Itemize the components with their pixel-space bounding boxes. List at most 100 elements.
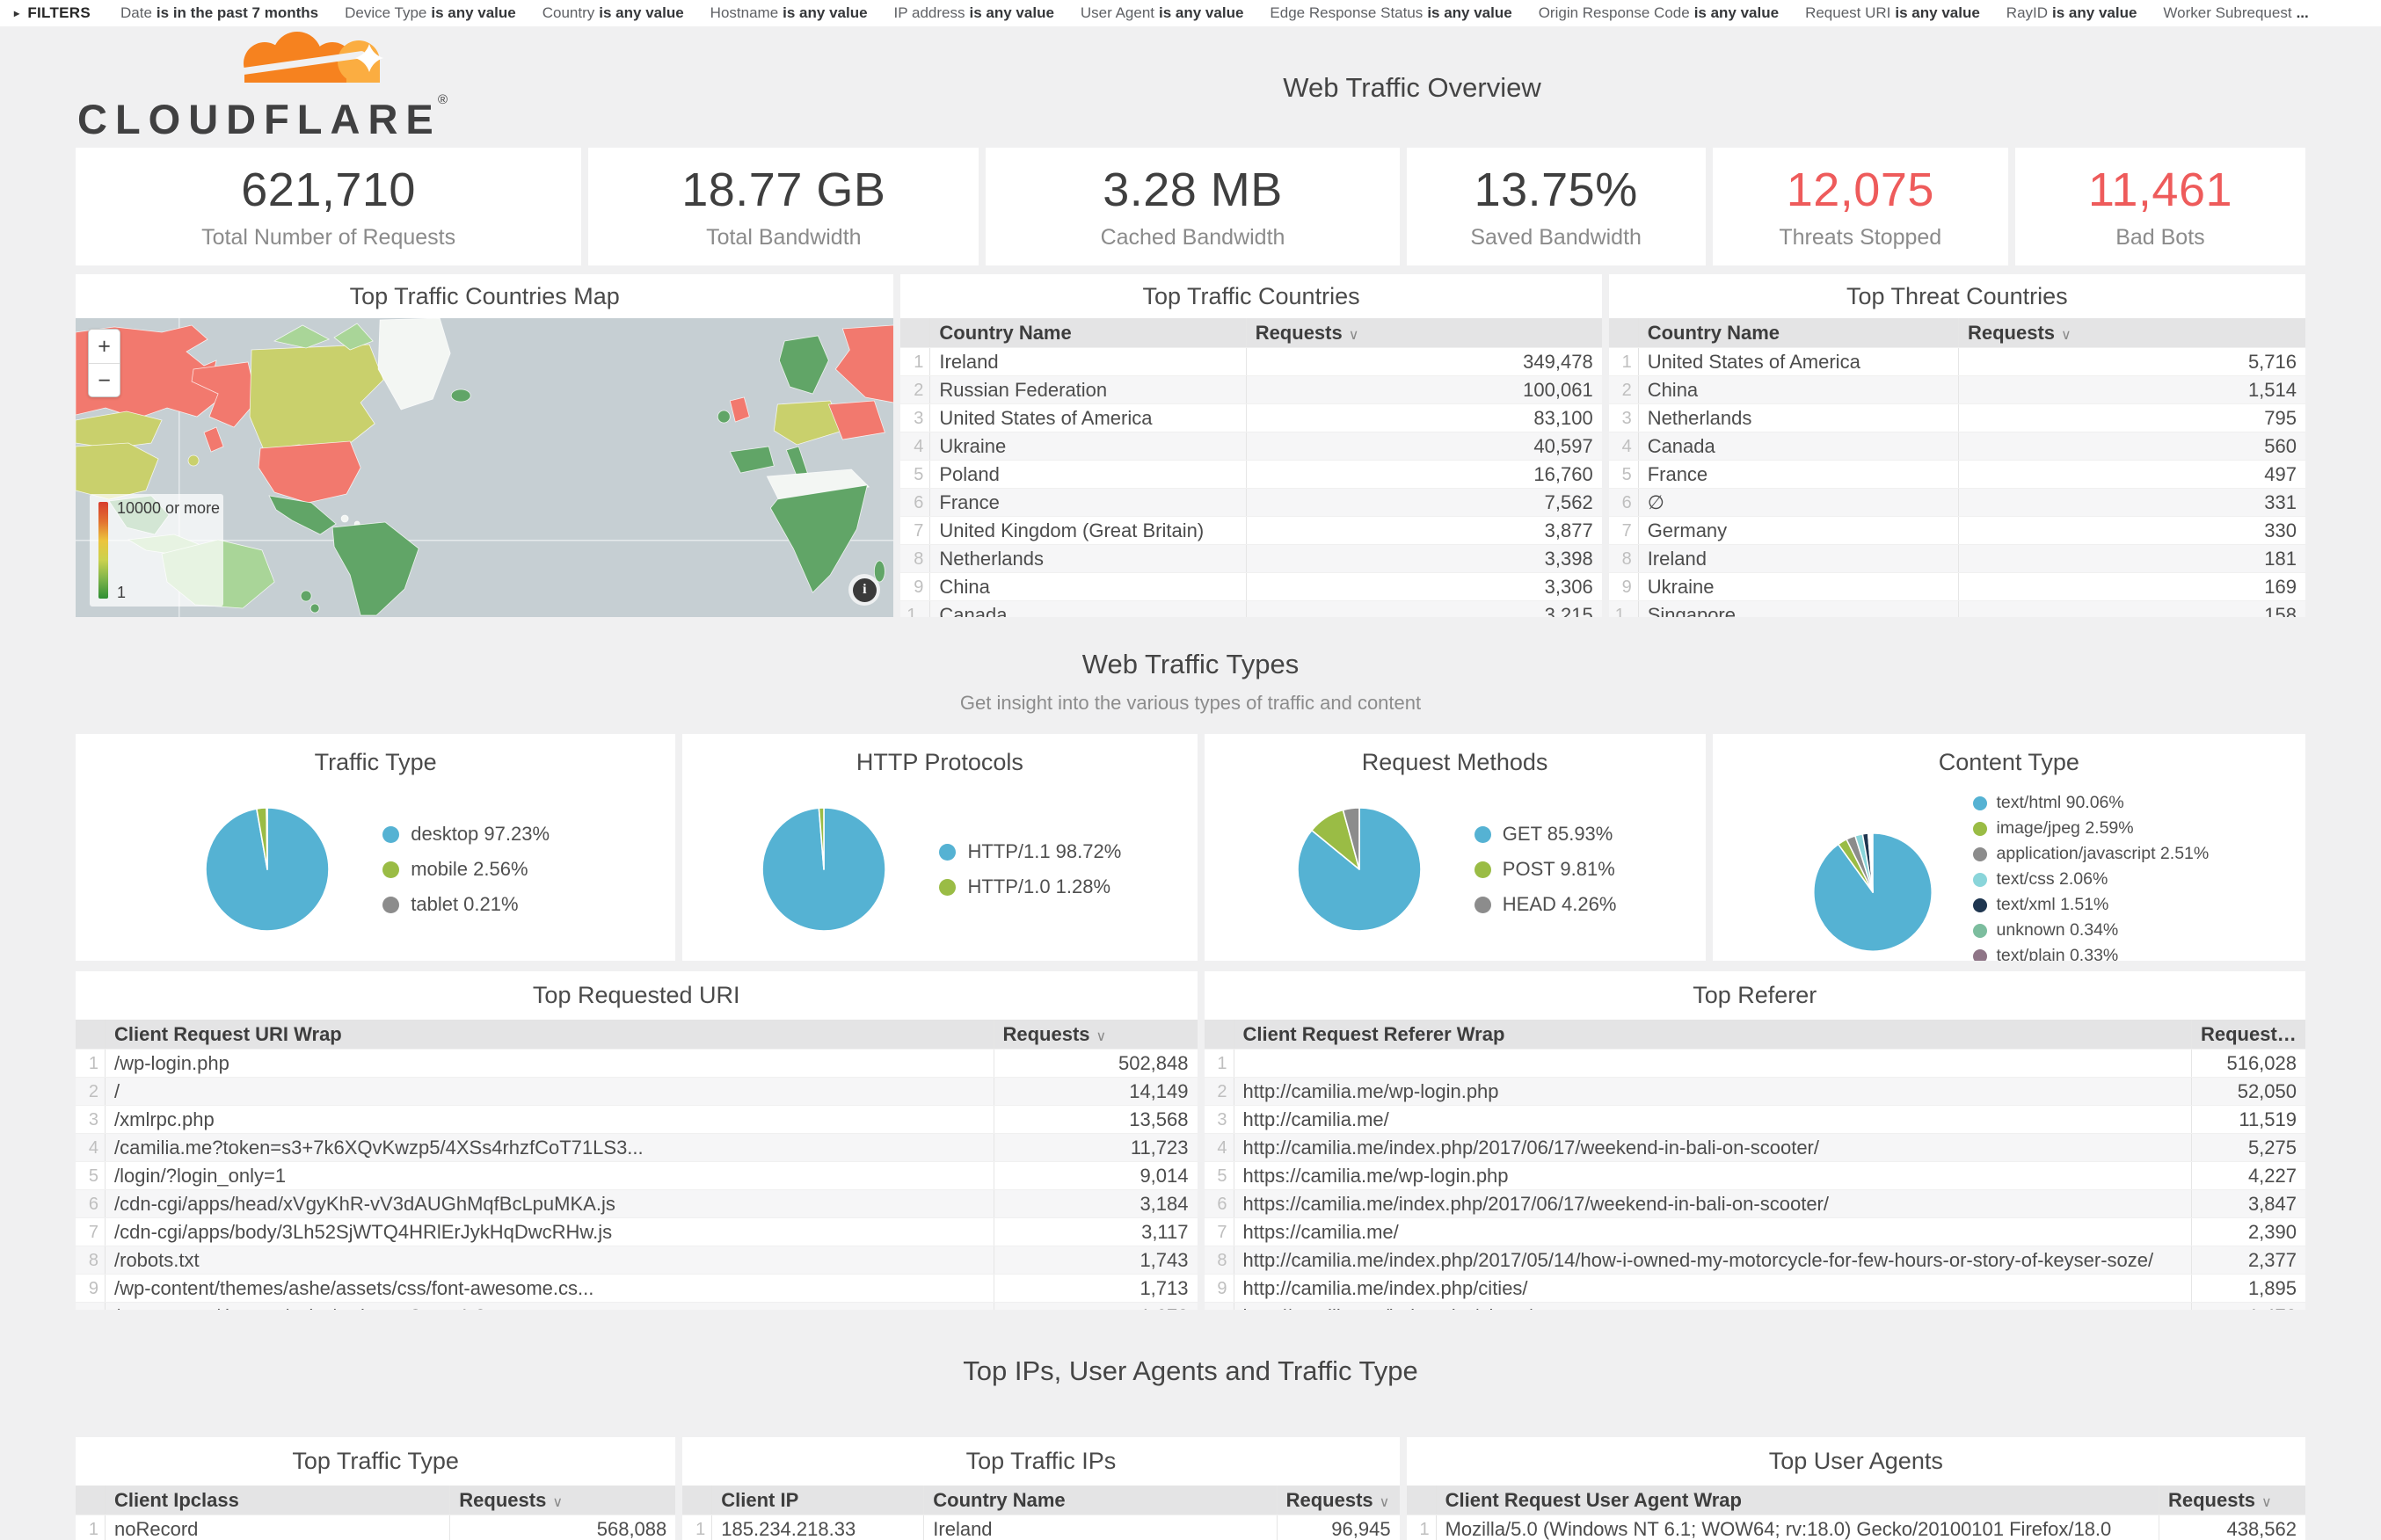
table-row[interactable]: 8/robots.txt 1,743	[76, 1246, 1198, 1274]
table-row[interactable]: 6/cdn-cgi/apps/head/xVgyKhR-vV3dAUGhMqfB…	[76, 1189, 1198, 1217]
table-row[interactable]: 1 United States of America 5,716	[1608, 347, 2305, 375]
world-map[interactable]: + − 10000 or more 1 i	[76, 318, 894, 617]
map-region-arctic-islands[interactable]	[273, 324, 331, 349]
map-region-central-europe[interactable]	[773, 400, 843, 446]
table-row[interactable]: 9 China 3,306	[900, 572, 1602, 600]
map-region-central-asia[interactable]	[76, 410, 163, 449]
filter-item[interactable]: RayID is any value	[2006, 4, 2137, 22]
pie-slice-http-1-0[interactable]	[819, 807, 826, 870]
legend-item[interactable]: tablet 0.21%	[382, 893, 550, 916]
legend-item[interactable]: text/plain 0.33%	[1972, 946, 2210, 961]
legend-item[interactable]: GET 85.93%	[1474, 823, 1617, 846]
map-country-usa[interactable]	[258, 440, 361, 504]
table-row[interactable]: 3 http://camilia.me/11,519	[1204, 1105, 2305, 1133]
map-country-japan[interactable]	[203, 426, 224, 453]
table-row[interactable]: 5 France 497	[1608, 460, 2305, 488]
table-row[interactable]: 10 Singapore 158	[1608, 600, 2305, 617]
column-header[interactable]: Requests ∨	[1276, 1486, 1400, 1515]
column-header[interactable]: Requests ∨	[993, 1020, 1198, 1049]
map-country-korea[interactable]	[187, 454, 200, 467]
map-country-russia-west[interactable]	[834, 324, 894, 403]
map-country-new-zealand[interactable]	[300, 590, 312, 602]
map-country-mexico[interactable]	[268, 495, 337, 535]
table-row[interactable]: 9 http://camilia.me/index.php/cities/1,89…	[1204, 1274, 2305, 1302]
map-region-arctic-islands-2[interactable]	[333, 323, 374, 351]
table-row[interactable]: 9/wp-content/themes/ashe/assets/css/font…	[76, 1274, 1198, 1302]
pie-slice-other[interactable]	[1869, 832, 1874, 893]
table-row[interactable]: 3 Netherlands 795	[1608, 403, 2305, 432]
map-region-poland-ukraine[interactable]	[827, 400, 885, 440]
map-country-madagascar[interactable]	[873, 560, 885, 583]
legend-item[interactable]: image/jpeg 2.59%	[1972, 818, 2210, 839]
legend-item[interactable]: unknown 0.34%	[1972, 920, 2210, 941]
legend-item[interactable]: text/html 90.06%	[1972, 793, 2210, 813]
column-header[interactable]: Requests ∨	[1245, 318, 1602, 347]
map-country-iceland[interactable]	[450, 389, 471, 403]
pie-slice-tablet[interactable]	[266, 807, 269, 870]
legend-item[interactable]: HTTP/1.0 1.28%	[939, 875, 1121, 898]
legend-item[interactable]: HTTP/1.1 98.72%	[939, 840, 1121, 863]
table-row[interactable]: 10http://camilia.me/index.php/about/1,47…	[1204, 1302, 2305, 1310]
map-region-scandinavia[interactable]	[778, 335, 829, 395]
table-row[interactable]: 3/xmlrpc.php 13,568	[76, 1105, 1198, 1133]
filter-item[interactable]: Country is any value	[542, 4, 684, 22]
table-row[interactable]: 1 185.234.218.33 Ireland 96,945	[682, 1515, 1400, 1540]
table-row[interactable]: 10/wp-content/themes/ashe/style.css?ver=…	[76, 1302, 1198, 1310]
map-region-caribbean[interactable]	[340, 514, 349, 523]
legend-item[interactable]: HEAD 4.26%	[1474, 893, 1616, 916]
table-row[interactable]: 8 Ireland 181	[1608, 544, 2305, 572]
map-country-china[interactable]	[76, 442, 159, 500]
table-row[interactable]: 5 Poland 16,760	[900, 460, 1602, 488]
legend-item[interactable]: text/xml 1.51%	[1972, 895, 2210, 915]
map-info-button[interactable]: i	[848, 574, 881, 606]
column-header[interactable]: Requests ∨	[1958, 318, 2305, 347]
legend-item[interactable]: POST 9.81%	[1474, 858, 1617, 881]
column-header[interactable]: Requests ∨	[2191, 1020, 2305, 1049]
map-region-north-africa[interactable]	[766, 469, 870, 502]
table-row[interactable]: 2 China 1,514	[1608, 375, 2305, 403]
map-country-new-zealand-south[interactable]	[309, 603, 320, 614]
table-row[interactable]: 6 ∅ 331	[1608, 488, 2305, 516]
legend-item[interactable]: application/javascript 2.51%	[1972, 844, 2209, 864]
table-row[interactable]: 7/cdn-cgi/apps/body/3Lh52SjWTQ4HRlErJykH…	[76, 1217, 1198, 1246]
legend-item[interactable]: desktop 97.23%	[382, 823, 550, 846]
map-region-alaska[interactable]	[191, 361, 258, 428]
table-row[interactable]: 1 noRecord 568,088	[76, 1515, 676, 1540]
map-country-ireland[interactable]	[717, 410, 731, 424]
table-row[interactable]: 8 Netherlands 3,398	[900, 544, 1602, 572]
table-row[interactable]: 1 Mozilla/5.0 (Windows NT 6.1; WOW64; rv:…	[1406, 1515, 2305, 1540]
table-row[interactable]: 8 http://camilia.me/index.php/2017/05/14/…	[1204, 1246, 2305, 1274]
filter-item[interactable]: IP address is any value	[894, 4, 1054, 22]
table-row[interactable]: 4 Canada 560	[1608, 432, 2305, 460]
map-country-uk[interactable]	[729, 396, 750, 423]
map-region-iberia[interactable]	[729, 446, 775, 474]
table-row[interactable]: 6 https://camilia.me/index.php/2017/06/17…	[1204, 1189, 2305, 1217]
table-row[interactable]: 1 516,028	[1204, 1049, 2305, 1077]
map-zoom-out-button[interactable]: −	[89, 363, 120, 396]
filter-item[interactable]: Worker Subrequest...	[2163, 4, 2308, 22]
table-row[interactable]: 7 Germany 330	[1608, 516, 2305, 544]
table-row[interactable]: 6 France 7,562	[900, 488, 1602, 516]
map-region-africa[interactable]	[769, 484, 868, 593]
table-row[interactable]: 2 Russian Federation 100,061	[900, 375, 1602, 403]
pie-slice-head[interactable]	[1342, 807, 1360, 870]
table-row[interactable]: 9 Ukraine 169	[1608, 572, 2305, 600]
filter-item[interactable]: Device Type is any value	[345, 4, 516, 22]
filter-item[interactable]: Request URI is any value	[1805, 4, 1980, 22]
table-row[interactable]: 7 United Kingdom (Great Britain) 3,877	[900, 516, 1602, 544]
table-row[interactable]: 1 Ireland 349,478	[900, 347, 1602, 375]
map-country-canada[interactable]	[249, 344, 384, 451]
table-row[interactable]: 1/wp-login.php 502,848	[76, 1049, 1198, 1077]
table-row[interactable]: 7 https://camilia.me/2,390	[1204, 1217, 2305, 1246]
table-row[interactable]: 10 Canada 3,215	[900, 600, 1602, 617]
legend-item[interactable]: text/css 2.06%	[1972, 869, 2210, 890]
table-row[interactable]: 5 https://camilia.me/wp-login.php 4,227	[1204, 1161, 2305, 1189]
filter-item[interactable]: Hostname is any value	[710, 4, 868, 22]
filter-item[interactable]: Origin Response Code is any value	[1539, 4, 1779, 22]
filter-item[interactable]: Date is in the past 7 months	[120, 4, 318, 22]
filter-item[interactable]: User Agent is any value	[1081, 4, 1244, 22]
column-header[interactable]: Requests ∨	[449, 1486, 675, 1515]
table-row[interactable]: 4/camilia.me?token=s3+7k6XQvKwzp5/4XSs4r…	[76, 1133, 1198, 1161]
table-row[interactable]: 4 Ukraine 40,597	[900, 432, 1602, 460]
table-row[interactable]: 5/login/?login_only=1 9,014	[76, 1161, 1198, 1189]
